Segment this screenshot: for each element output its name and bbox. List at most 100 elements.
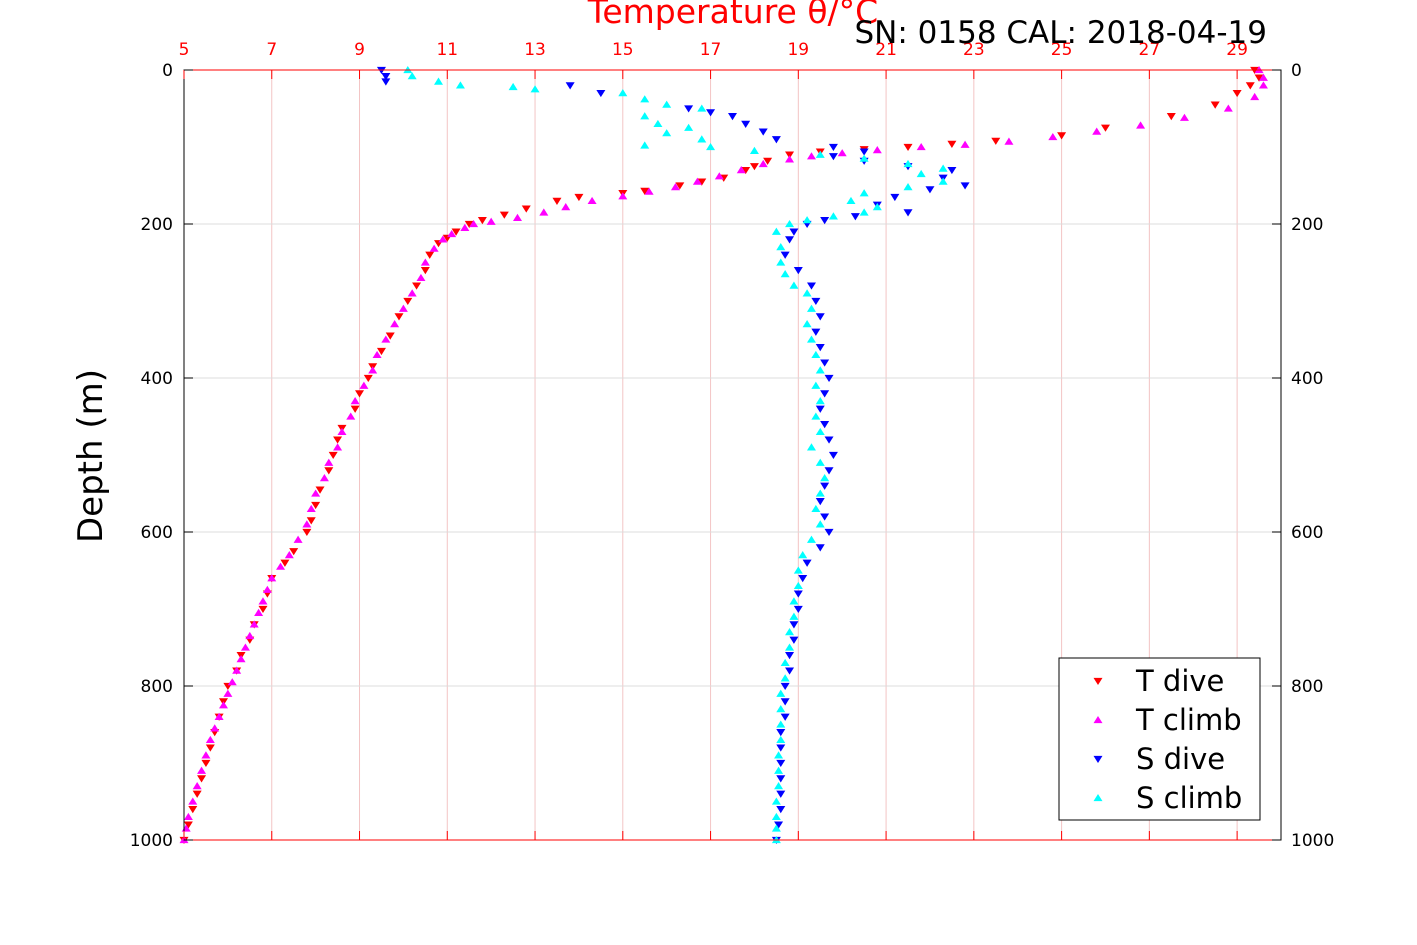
data-point <box>311 501 321 510</box>
data-point <box>916 142 926 151</box>
legend-label: T climb <box>1135 703 1242 737</box>
data-point <box>785 155 795 163</box>
data-point <box>811 504 821 513</box>
x-top-ticks: 5 7 9 11 13 15 17 19 21 23 25 27 29 <box>179 40 1248 840</box>
data-point <box>776 775 786 783</box>
data-point <box>789 636 799 644</box>
data-point <box>785 628 795 636</box>
data-point <box>1258 73 1268 81</box>
data-point <box>372 350 382 359</box>
data-point <box>815 405 825 413</box>
data-point <box>771 227 781 235</box>
data-point <box>815 498 825 506</box>
data-point <box>469 219 479 228</box>
data-point <box>486 217 496 225</box>
data-point <box>771 136 781 144</box>
data-point <box>850 213 860 221</box>
data-point <box>512 213 522 221</box>
data-point <box>183 812 193 821</box>
data-point <box>802 320 812 328</box>
data-point <box>460 223 470 231</box>
data-point <box>776 735 786 744</box>
data-point <box>521 205 531 213</box>
data-point <box>227 678 237 686</box>
data-point <box>815 520 825 528</box>
data-point <box>785 652 795 660</box>
x-top-tick-label: 25 <box>1051 40 1073 60</box>
data-point <box>859 154 869 162</box>
data-point <box>1210 101 1220 109</box>
data-point <box>828 451 838 460</box>
y-left-tick-label: 400 <box>141 369 173 389</box>
data-point <box>381 73 391 81</box>
data-point <box>258 597 268 605</box>
data-point <box>530 85 540 93</box>
data-point <box>802 289 812 297</box>
data-point <box>1250 92 1260 101</box>
legend-marker <box>1093 715 1103 724</box>
data-point <box>802 559 812 567</box>
data-point <box>363 374 373 383</box>
y-right-tick-label: 0 <box>1291 61 1302 81</box>
data-point <box>350 405 360 413</box>
data-point <box>780 270 790 278</box>
data-point <box>684 105 694 113</box>
data-point <box>859 208 869 216</box>
x-top-tick-label: 13 <box>524 40 546 60</box>
data-point <box>249 620 259 628</box>
legend-label: S dive <box>1136 742 1225 776</box>
data-point <box>806 304 816 312</box>
data-point <box>315 486 325 494</box>
data-point <box>644 187 654 195</box>
data-point <box>811 412 821 420</box>
data-point <box>811 328 821 336</box>
data-point <box>508 82 518 91</box>
data-point <box>798 551 808 559</box>
data-point <box>447 229 457 238</box>
data-point <box>960 182 970 190</box>
data-point <box>824 467 834 475</box>
data-point <box>596 89 606 98</box>
data-point <box>205 735 215 744</box>
data-point <box>780 713 790 721</box>
data-point <box>785 219 795 228</box>
data-point <box>684 123 694 131</box>
data-point <box>824 528 834 537</box>
data-point <box>434 77 444 85</box>
data-point <box>793 581 803 590</box>
data-point <box>806 535 816 543</box>
chart-title: Temperature θ/°C <box>587 0 878 31</box>
x-top-tick-label: 23 <box>963 40 985 60</box>
legend-marker <box>1093 755 1103 764</box>
data-point <box>1254 74 1264 82</box>
data-point <box>1179 113 1189 121</box>
data-point <box>728 113 737 121</box>
data-point <box>771 824 781 832</box>
data-point <box>697 135 707 143</box>
data-point <box>780 658 790 667</box>
data-point <box>355 390 365 398</box>
data-point <box>802 216 812 224</box>
data-point <box>789 228 799 236</box>
y-left-tick-label: 0 <box>162 61 173 81</box>
series-t-climb <box>179 65 1268 844</box>
data-point <box>254 608 264 616</box>
data-point <box>793 267 803 275</box>
y-ticks: 0 0 200 200 400 400 600 600 800 800 1000 1000 <box>130 61 1335 851</box>
data-point <box>394 313 404 321</box>
data-point <box>806 335 816 343</box>
x-top-tick-label: 19 <box>787 40 809 60</box>
data-point <box>785 667 795 675</box>
data-point <box>276 562 286 570</box>
data-point <box>284 551 294 559</box>
data-point <box>820 513 830 521</box>
data-point <box>662 129 672 137</box>
data-point <box>565 82 575 90</box>
data-point <box>197 766 207 774</box>
data-point <box>692 177 702 185</box>
data-point <box>780 682 790 691</box>
data-point <box>815 458 825 466</box>
data-point <box>390 320 400 328</box>
data-point <box>188 806 198 814</box>
